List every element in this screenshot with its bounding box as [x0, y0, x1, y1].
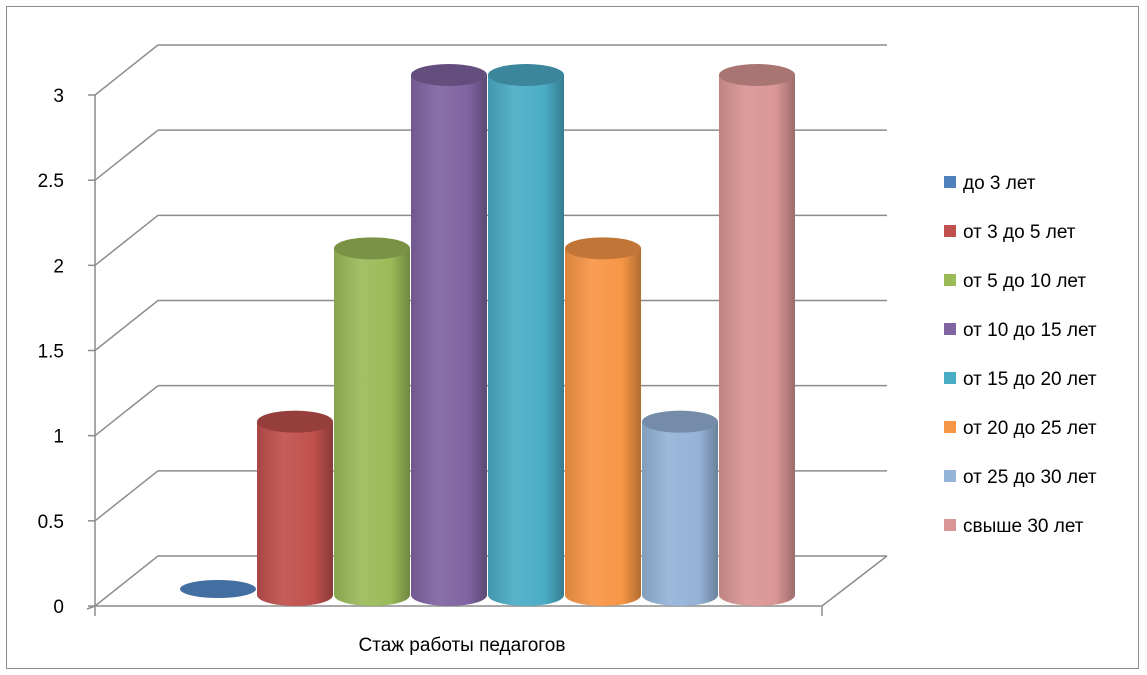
y-tick-label: 2 — [53, 256, 64, 277]
legend-item: от 3 до 5 лет — [944, 222, 1076, 243]
bar-body — [719, 75, 795, 606]
side-gridline — [94, 555, 159, 607]
legend-label: от 5 до 10 лет — [963, 271, 1086, 292]
bar-body — [411, 75, 487, 606]
bar-5 — [488, 64, 564, 606]
bar-top — [719, 64, 795, 86]
legend-swatch — [944, 225, 956, 237]
legend: до 3 лет от 3 до 5 лет от 5 до 10 лет от 10… — [944, 173, 1097, 537]
legend-item: от 25 до 30 лет — [944, 467, 1097, 488]
side-gridline — [94, 44, 159, 96]
bar-1 — [180, 580, 256, 598]
legend-swatch — [944, 323, 956, 335]
legend-item: от 20 до 25 лет — [944, 418, 1097, 439]
floor-right-edge — [821, 555, 888, 607]
bar-body — [488, 75, 564, 606]
legend-label: до 3 лет — [963, 173, 1036, 194]
legend-label: от 25 до 30 лет — [963, 467, 1097, 488]
bar-body — [334, 248, 410, 607]
side-gridline — [94, 470, 159, 522]
legend-swatch — [944, 372, 956, 384]
legend-item: свыше 30 лет — [944, 516, 1084, 537]
bar-3 — [334, 237, 410, 607]
y-tick-label: 1.5 — [38, 342, 64, 363]
legend-label: от 20 до 25 лет — [963, 418, 1097, 439]
bar-6 — [565, 237, 641, 607]
bar-body — [642, 421, 718, 606]
y-tick-label: 0.5 — [38, 512, 64, 533]
side-gridline — [94, 299, 159, 352]
x-axis-category-label: Стаж работы педагогов — [359, 635, 566, 656]
legend-swatch — [944, 176, 956, 188]
side-gridline — [94, 129, 159, 181]
legend-item: от 5 до 10 лет — [944, 271, 1086, 292]
legend-label: от 15 до 20 лет — [963, 369, 1097, 390]
legend-swatch — [944, 421, 956, 433]
legend-item: от 10 до 15 лет — [944, 320, 1097, 341]
bar-8 — [719, 64, 795, 606]
bar-top — [180, 580, 256, 598]
bar-4 — [411, 64, 487, 606]
legend-item: от 15 до 20 лет — [944, 369, 1097, 390]
bar-top — [488, 64, 564, 86]
y-axis-ticks: 0 0.5 1 1.5 2 2.5 3 — [38, 86, 64, 618]
bar-top — [565, 237, 641, 260]
side-gridline — [94, 214, 159, 266]
legend-swatch — [944, 519, 956, 531]
legend-swatch — [944, 274, 956, 286]
bar-top — [642, 410, 718, 433]
y-tick-label: 0 — [53, 597, 64, 618]
y-tick-label: 1 — [53, 427, 64, 448]
bar-2 — [257, 410, 333, 606]
bar-top — [411, 64, 487, 86]
legend-swatch — [944, 470, 956, 482]
bar-body — [257, 421, 333, 606]
bar-top — [334, 237, 410, 260]
bar-top — [257, 410, 333, 433]
legend-label: от 3 до 5 лет — [963, 222, 1076, 243]
y-tick-label: 2.5 — [38, 171, 64, 192]
bars — [180, 64, 795, 607]
legend-label: от 10 до 15 лет — [963, 320, 1097, 341]
bar-7 — [642, 410, 718, 606]
side-gridline — [94, 385, 159, 437]
y-tick-label: 3 — [53, 86, 64, 107]
bar-body — [565, 248, 641, 607]
legend-item: до 3 лет — [944, 173, 1036, 194]
legend-label: свыше 30 лет — [963, 516, 1084, 537]
